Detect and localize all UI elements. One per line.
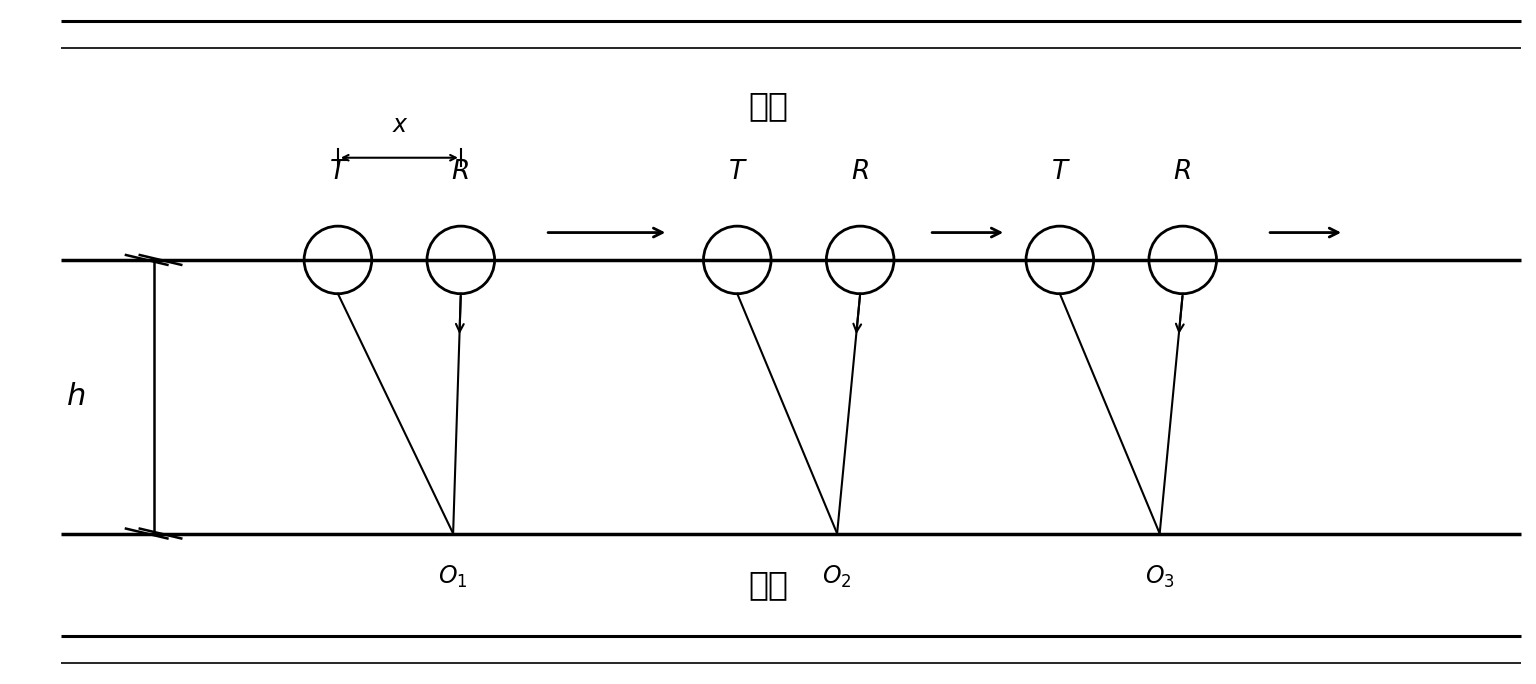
Text: R: R (452, 159, 470, 185)
Text: 隧洞: 隧洞 (748, 90, 788, 122)
Text: 隧洞: 隧洞 (748, 568, 788, 601)
Text: R: R (851, 159, 869, 185)
Text: T: T (330, 159, 346, 185)
Text: T: T (730, 159, 745, 185)
Text: $O_1$: $O_1$ (438, 564, 468, 590)
Text: h: h (68, 382, 86, 411)
Text: T: T (1052, 159, 1068, 185)
Text: $O_2$: $O_2$ (822, 564, 852, 590)
Text: $O_3$: $O_3$ (1144, 564, 1175, 590)
Text: R: R (1174, 159, 1192, 185)
Text: x: x (392, 114, 407, 137)
